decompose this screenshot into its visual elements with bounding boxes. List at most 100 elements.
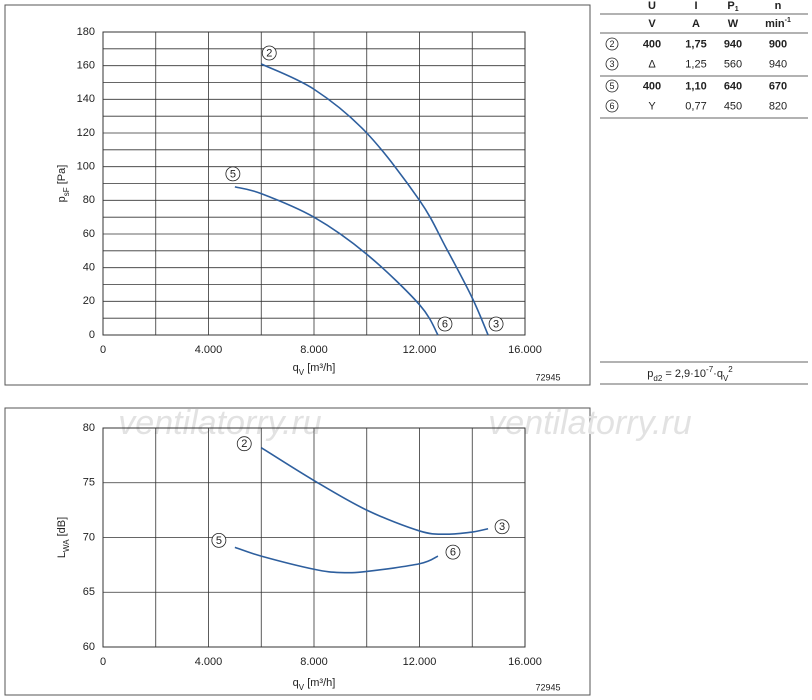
y-tick-label: 100	[77, 161, 95, 173]
table-header-text: min	[765, 18, 785, 30]
table-header: W	[728, 18, 739, 30]
curve-marker	[445, 544, 461, 560]
chart-frame	[4, 407, 591, 696]
x-tick-label: 8.000	[300, 656, 328, 668]
x-tick-label: 4.000	[195, 344, 223, 356]
row-marker	[605, 99, 619, 113]
curve-label: 3	[499, 521, 505, 533]
y-tick-label: 70	[83, 531, 95, 543]
curve-label: 6	[450, 547, 456, 559]
y-axis-label: LWA [dB]	[56, 517, 71, 558]
x-axis-label-main: q	[293, 362, 299, 374]
y-tick-label: 75	[83, 477, 95, 489]
table-header: min-1	[765, 17, 791, 30]
curve-label: 2	[266, 47, 272, 59]
table-cell: 1,75	[685, 38, 706, 50]
table-cell: 2	[609, 39, 614, 49]
y-axis-label-sub: sF	[62, 187, 71, 196]
table-header-text: A	[692, 18, 700, 30]
y-axis-label-unit: [Pa]	[56, 165, 68, 188]
x-axis-label-unit: [m³/h]	[304, 362, 335, 374]
x-axis-label-main: q	[293, 677, 299, 689]
table-cell: 450	[724, 100, 742, 112]
table-header-text: P	[727, 0, 734, 12]
formula-part: = 2,9·10	[662, 368, 706, 380]
table-cell: 560	[724, 58, 742, 70]
curve-label: 6	[442, 318, 448, 330]
formula-part: -7	[706, 365, 714, 374]
chart-code: 72945	[535, 372, 560, 382]
curve-marker	[437, 316, 453, 332]
curve-label: 5	[230, 168, 236, 180]
curve-label: 3	[493, 318, 499, 330]
curve-label: 5	[216, 535, 222, 547]
curve-marker	[261, 45, 277, 61]
formula: pd2 = 2,9·10-7·qV2	[647, 365, 733, 383]
table-header: P1	[727, 0, 738, 13]
table-header-text: U	[648, 0, 656, 12]
y-axis-label-unit: [dB]	[56, 517, 68, 540]
table-cell: 3	[609, 59, 614, 69]
y-tick-label: 60	[83, 228, 95, 240]
formula-part: d2	[653, 374, 662, 383]
table-cell: 5	[609, 81, 614, 91]
formula-part: 2	[728, 365, 733, 374]
x-axis-label-sub: V	[299, 368, 305, 377]
table-cell: 0,77	[685, 100, 706, 112]
y-tick-label: 80	[83, 422, 95, 434]
x-axis-label: qV [m³/h]	[293, 677, 336, 692]
formula-part: p	[647, 368, 653, 380]
y-tick-label: 180	[77, 26, 95, 38]
table-header-text: V	[648, 18, 656, 30]
curve-marker	[236, 436, 252, 452]
y-tick-label: 80	[83, 194, 95, 206]
table-cell: 640	[724, 80, 742, 92]
plot-frame	[102, 31, 526, 336]
y-axis-label-main: L	[56, 552, 68, 558]
table-header: n	[775, 0, 782, 12]
y-tick-label: 20	[83, 295, 95, 307]
table-header-text: W	[728, 18, 739, 30]
watermark: ventilatorry.ru	[118, 404, 322, 442]
y-axis-label: psF [Pa]	[56, 165, 71, 203]
x-tick-label: 4.000	[195, 656, 223, 668]
x-axis-label: qV [m³/h]	[293, 362, 336, 377]
table-header: A	[692, 18, 700, 30]
table-cell: 1,10	[685, 80, 706, 92]
table-cell: 940	[769, 58, 787, 70]
table-cell: 400	[643, 80, 661, 92]
curve-marker	[211, 532, 227, 548]
table-cell: 1,25	[685, 58, 706, 70]
chart-code: 72945	[535, 682, 560, 692]
table-cell: 6	[609, 101, 614, 111]
x-tick-label: 12.000	[403, 344, 437, 356]
table-cell: 820	[769, 100, 787, 112]
y-tick-label: 160	[77, 60, 95, 72]
x-axis-label-unit: [m³/h]	[304, 677, 335, 689]
formula-part: ·q	[713, 368, 723, 380]
curve-marker	[225, 166, 241, 182]
table-cell: 670	[769, 80, 787, 92]
curve-label: 2	[241, 438, 247, 450]
watermark: ventilatorry.ru	[488, 404, 692, 442]
table-header: I	[694, 0, 697, 12]
formula-part: V	[723, 374, 729, 383]
y-tick-label: 0	[89, 329, 95, 341]
curve	[260, 63, 489, 336]
row-marker	[605, 57, 619, 71]
table-cell: 900	[769, 38, 787, 50]
row-marker	[605, 37, 619, 51]
table-header: U	[648, 0, 656, 12]
plot-frame	[102, 427, 526, 648]
x-tick-label: 16.000	[508, 656, 542, 668]
x-tick-label: 8.000	[300, 344, 328, 356]
table-header-sub: 1	[735, 6, 739, 13]
table-header: V	[648, 18, 656, 30]
curve	[260, 447, 489, 536]
x-tick-label: 12.000	[403, 656, 437, 668]
x-tick-label: 0	[100, 344, 106, 356]
table-cell: Y	[648, 100, 656, 112]
table-cell: Δ	[648, 58, 656, 70]
curve	[234, 546, 439, 574]
table-cell: 940	[724, 38, 742, 50]
